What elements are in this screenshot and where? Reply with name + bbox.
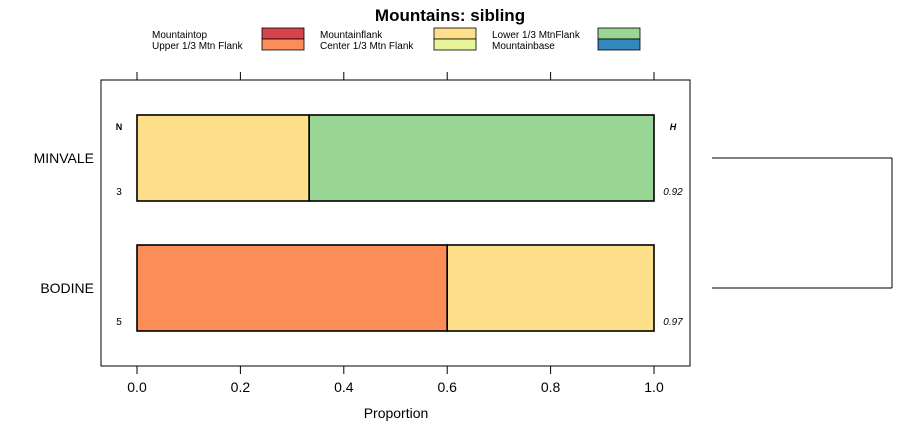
x-tick-label: 1.0 <box>644 379 664 395</box>
dendrogram <box>712 157 893 289</box>
h-value: 0.92 <box>663 187 683 198</box>
n-header: N <box>116 122 123 132</box>
plot-frame <box>100 79 691 367</box>
chart-title: Mountains: sibling <box>375 6 525 25</box>
n-value: 3 <box>116 187 122 198</box>
bar-segment <box>136 114 310 202</box>
x-tick-label: 0.6 <box>437 379 457 395</box>
bar-rows: MINVALE 3 0.92 BODINE 5 0.97 <box>34 114 683 332</box>
legend-swatch <box>433 38 477 51</box>
bar-segment <box>308 114 655 202</box>
legend-swatch <box>597 38 641 51</box>
x-axis-label: Proportion <box>364 405 429 421</box>
bar-segment <box>446 244 655 332</box>
legend-label: Mountainbase <box>492 41 555 52</box>
legend-label: Mountainflank <box>320 30 383 41</box>
legend-swatch <box>261 38 305 51</box>
legend-label: Lower 1/3 MtnFlank <box>492 30 581 41</box>
legend-swatch <box>261 27 305 40</box>
legend-label: Upper 1/3 Mtn Flank <box>152 41 244 52</box>
x-axis: 0.0 0.2 0.4 0.6 0.8 1.0 <box>127 72 664 395</box>
x-tick-label: 0.4 <box>334 379 354 395</box>
x-tick-label: 0.2 <box>231 379 251 395</box>
category-label: BODINE <box>40 280 94 296</box>
x-tick-label: 0.0 <box>127 379 147 395</box>
h-header: H <box>670 122 677 132</box>
h-value: 0.97 <box>663 317 683 328</box>
legend-label: Mountaintop <box>152 30 207 41</box>
legend-swatch <box>597 27 641 40</box>
legend-label: Center 1/3 Mtn Flank <box>320 41 414 52</box>
x-tick-label: 0.8 <box>541 379 561 395</box>
category-label: MINVALE <box>34 150 94 166</box>
legend-swatch <box>433 27 477 40</box>
bar-segment <box>136 244 449 332</box>
n-value: 5 <box>116 317 122 328</box>
